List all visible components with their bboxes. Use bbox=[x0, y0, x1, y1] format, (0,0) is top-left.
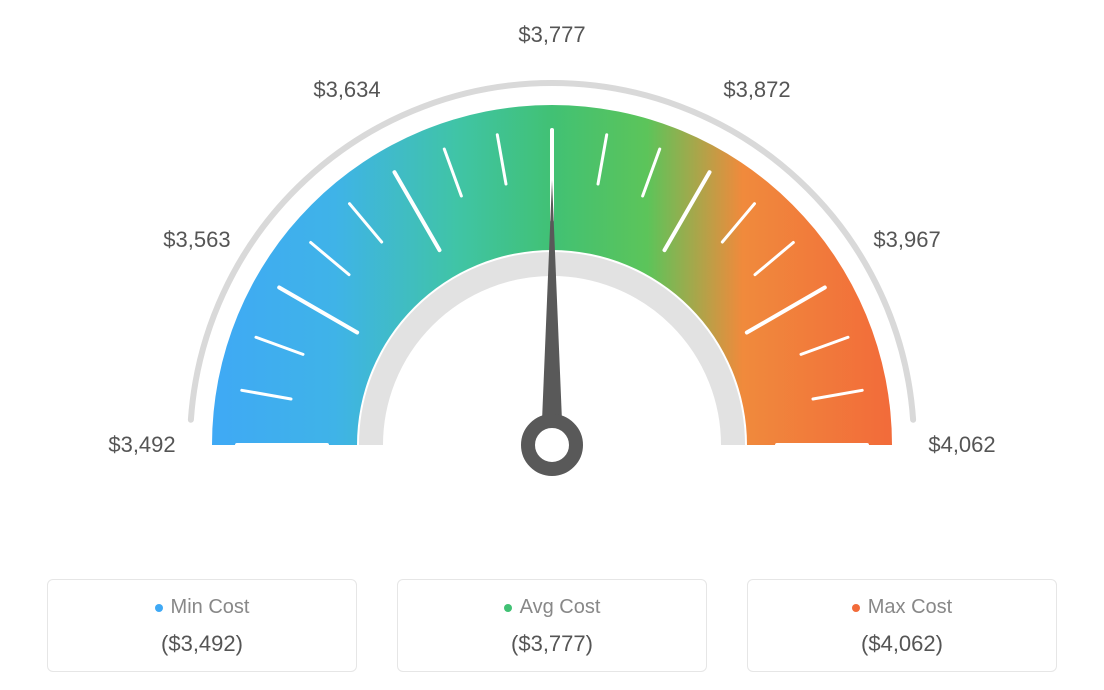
legend-card-max: Max Cost ($4,062) bbox=[747, 579, 1057, 672]
legend-card-min: Min Cost ($3,492) bbox=[47, 579, 357, 672]
legend-title-avg: Avg Cost bbox=[408, 596, 696, 619]
gauge-tick-label: $3,563 bbox=[163, 227, 230, 253]
gauge-tick-label: $3,967 bbox=[873, 227, 940, 253]
legend-title-min: Min Cost bbox=[58, 596, 346, 619]
gauge-tick-label: $4,062 bbox=[928, 432, 995, 458]
legend-card-avg: Avg Cost ($3,777) bbox=[397, 579, 707, 672]
legend-value-min: ($3,492) bbox=[58, 631, 346, 657]
dot-icon bbox=[504, 604, 512, 612]
legend-title-avg-text: Avg Cost bbox=[520, 596, 601, 619]
gauge-tick-label: $3,872 bbox=[723, 77, 790, 103]
gauge-tick-label: $3,777 bbox=[518, 22, 585, 48]
gauge-tick-label: $3,492 bbox=[108, 432, 175, 458]
gauge-chart: $3,492 $3,563 $3,634 $3,777 $3,872 $3,967 $4,0… bbox=[0, 0, 1104, 540]
dot-icon bbox=[852, 604, 860, 612]
legend-title-min-text: Min Cost bbox=[171, 596, 250, 619]
gauge-svg bbox=[0, 0, 1104, 540]
gauge-tick-label: $3,634 bbox=[313, 77, 380, 103]
legend-row: Min Cost ($3,492) Avg Cost ($3,777) Max … bbox=[0, 579, 1104, 672]
legend-title-max: Max Cost bbox=[758, 596, 1046, 619]
dot-icon bbox=[155, 604, 163, 612]
legend-value-avg: ($3,777) bbox=[408, 631, 696, 657]
legend-value-max: ($4,062) bbox=[758, 631, 1046, 657]
legend-title-max-text: Max Cost bbox=[868, 596, 952, 619]
